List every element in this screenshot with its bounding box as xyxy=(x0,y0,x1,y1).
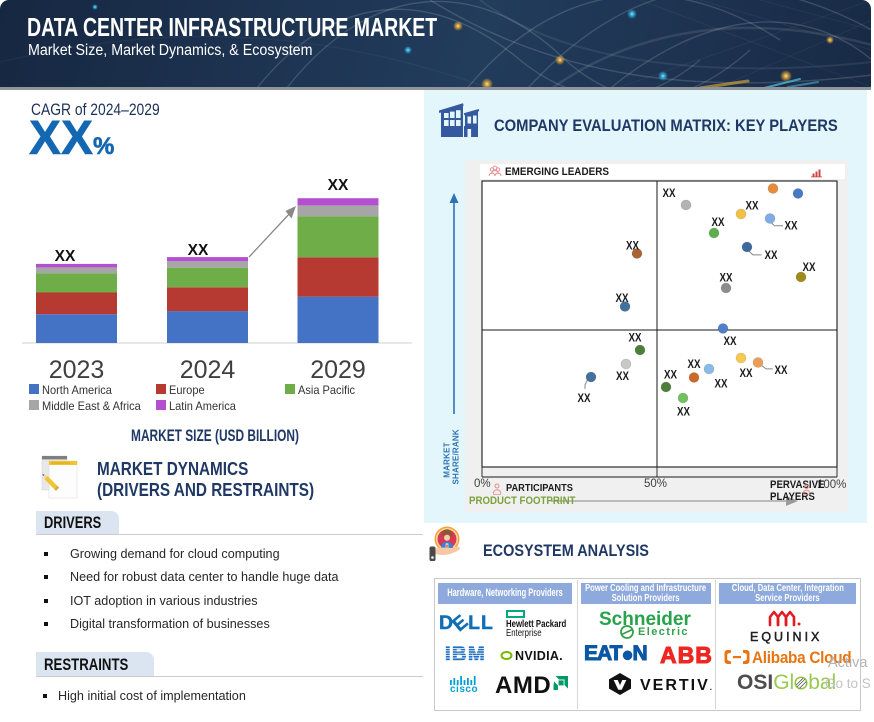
svg-text:XX: XX xyxy=(765,248,778,262)
svg-text:XX: XX xyxy=(803,260,816,274)
svg-text:XX: XX xyxy=(677,405,690,419)
svg-text:XX: XX xyxy=(664,368,677,382)
svg-text:XX: XX xyxy=(663,186,676,200)
svg-text:XX: XX xyxy=(55,248,76,265)
svg-text:XX: XX xyxy=(629,331,642,345)
svg-text:XX: XX xyxy=(775,363,788,377)
svg-text:XX: XX xyxy=(188,242,209,259)
svg-text:XX: XX xyxy=(724,334,737,348)
svg-text:XX: XX xyxy=(740,366,753,380)
svg-text:XX: XX xyxy=(626,239,639,253)
svg-text:XX: XX xyxy=(720,271,733,285)
svg-text:XX: XX xyxy=(578,391,591,405)
svg-text:XX: XX xyxy=(715,377,728,391)
svg-text:XX: XX xyxy=(328,177,349,194)
svg-text:XX: XX xyxy=(616,369,629,383)
svg-text:XX: XX xyxy=(785,219,798,233)
svg-text:XX: XX xyxy=(746,199,759,213)
svg-text:XX: XX xyxy=(688,357,701,371)
svg-text:XX: XX xyxy=(712,215,725,229)
svg-text:XX: XX xyxy=(616,291,629,305)
